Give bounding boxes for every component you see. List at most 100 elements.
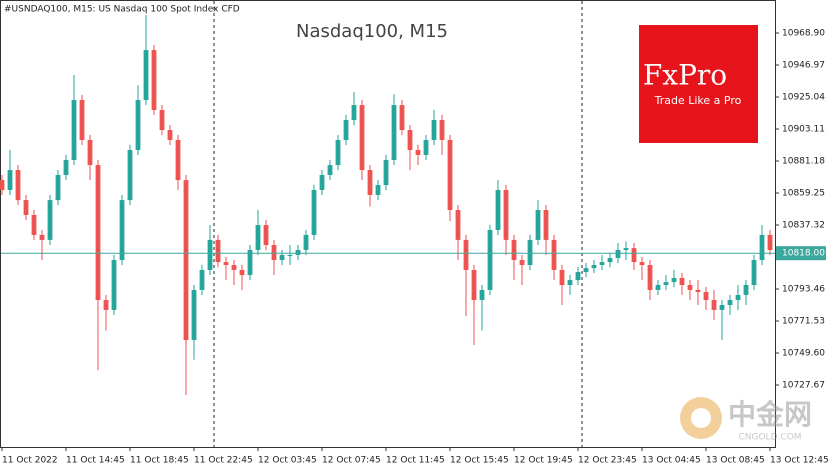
x-tick-label: 13 Oct 04:45: [642, 456, 701, 466]
candle-body: [71, 99, 77, 160]
candle-body: [599, 262, 605, 266]
last-price-label: 10818.00: [782, 249, 825, 259]
candle-body: [623, 248, 629, 250]
y-tick-label: 10859.25: [782, 189, 825, 199]
candle-body: [375, 185, 381, 195]
last-price-box: [776, 246, 826, 261]
candle-body: [639, 262, 645, 266]
x-tick-label: 12 Oct 03:45: [258, 456, 317, 466]
candle-body: [207, 239, 213, 270]
candle-body: [711, 300, 717, 310]
candle-body: [439, 119, 445, 140]
y-tick-label: 10903.11: [782, 125, 825, 135]
candle-body: [319, 174, 325, 191]
candle-body: [215, 239, 221, 263]
candle-body: [695, 289, 701, 293]
candle-body: [751, 260, 757, 286]
candle-body: [567, 280, 573, 286]
candle-body: [167, 130, 173, 140]
candle-body: [335, 139, 341, 166]
y-tick-label: 10771.53: [782, 316, 825, 326]
candle-body: [359, 105, 365, 171]
watermark-icon-inner: [691, 408, 711, 428]
y-tick-label: 10837.32: [782, 221, 825, 231]
candle-body: [663, 282, 669, 286]
y-tick-label: 10968.90: [782, 29, 825, 39]
candle-body: [527, 239, 533, 266]
candle-body: [295, 249, 301, 255]
candle-body: [39, 234, 45, 240]
candle-body: [303, 234, 309, 250]
y-tick-label: 10749.60: [782, 348, 825, 358]
candles: [0, 15, 775, 396]
logo-slogan: Trade Like a Pro: [654, 94, 742, 107]
candle-body: [7, 170, 13, 191]
candle-body: [543, 209, 549, 240]
candle-body: [87, 139, 93, 166]
candle-body: [391, 105, 397, 160]
candle-body: [183, 180, 189, 341]
chart-title: Nasdaq100, M15: [296, 21, 448, 42]
candle-body: [479, 289, 485, 301]
candle-body: [199, 269, 205, 290]
candle-body: [175, 139, 181, 181]
candle-body: [135, 99, 141, 151]
candle-body: [703, 292, 709, 301]
candle-body: [615, 249, 621, 259]
candle-body: [655, 285, 661, 290]
candle-body: [503, 190, 509, 240]
candle-body: [119, 200, 125, 261]
candle-body: [287, 254, 293, 256]
candle-body: [271, 245, 277, 261]
candle-body: [239, 269, 245, 276]
candle-body: [551, 239, 557, 270]
candle-body: [535, 209, 541, 240]
candle-body: [15, 170, 21, 201]
candle-body: [767, 234, 773, 250]
candle-body: [231, 265, 237, 270]
candle-body: [351, 105, 357, 120]
candle-body: [735, 294, 741, 301]
candle-body: [759, 234, 765, 261]
candle-body: [327, 165, 333, 175]
candle-body: [471, 269, 477, 301]
candle-body: [447, 139, 453, 210]
x-tick-label: 12 Oct 15:45: [450, 456, 509, 466]
candle-body: [583, 268, 589, 273]
candle-body: [191, 289, 197, 341]
candle-body: [727, 300, 733, 305]
symbol-label: #USNDAQ100, M15: US Nasdaq 100 Spot Inde…: [4, 5, 240, 15]
x-tick-label: 12 Oct 19:45: [514, 456, 573, 466]
candle-body: [687, 285, 693, 290]
watermark-name: 中金网: [728, 398, 812, 431]
x-tick-label: 12 Oct 07:45: [322, 456, 381, 466]
x-tick-label: 13 Oct 08:45: [706, 456, 765, 466]
candle-body: [79, 99, 85, 140]
candle-body: [23, 200, 29, 215]
candle-body: [455, 209, 461, 240]
logo-brand: FxPro: [643, 59, 727, 92]
candle-body: [343, 119, 349, 140]
candle-body: [383, 159, 389, 186]
candle-body: [255, 225, 261, 250]
x-tick-label: 13 Oct 12:45: [770, 456, 829, 466]
candle-body: [311, 190, 317, 235]
candle-body: [647, 265, 653, 290]
candle-body: [679, 277, 685, 286]
candle-body: [367, 170, 373, 195]
candle-body: [31, 214, 37, 235]
x-tick-label: 11 Oct 22:45: [194, 456, 253, 466]
logo-box: [639, 25, 758, 143]
candle-body: [743, 285, 749, 295]
candle-body: [495, 190, 501, 230]
candle-body: [607, 258, 613, 263]
y-tick-label: 10881.18: [782, 157, 825, 167]
candle-body: [719, 304, 725, 310]
candle-body: [111, 260, 117, 310]
candle-body: [263, 225, 269, 246]
y-tick-label: 10793.46: [782, 284, 825, 294]
candle-body: [519, 260, 525, 266]
candle-body: [671, 277, 677, 283]
candle-body: [279, 254, 285, 261]
